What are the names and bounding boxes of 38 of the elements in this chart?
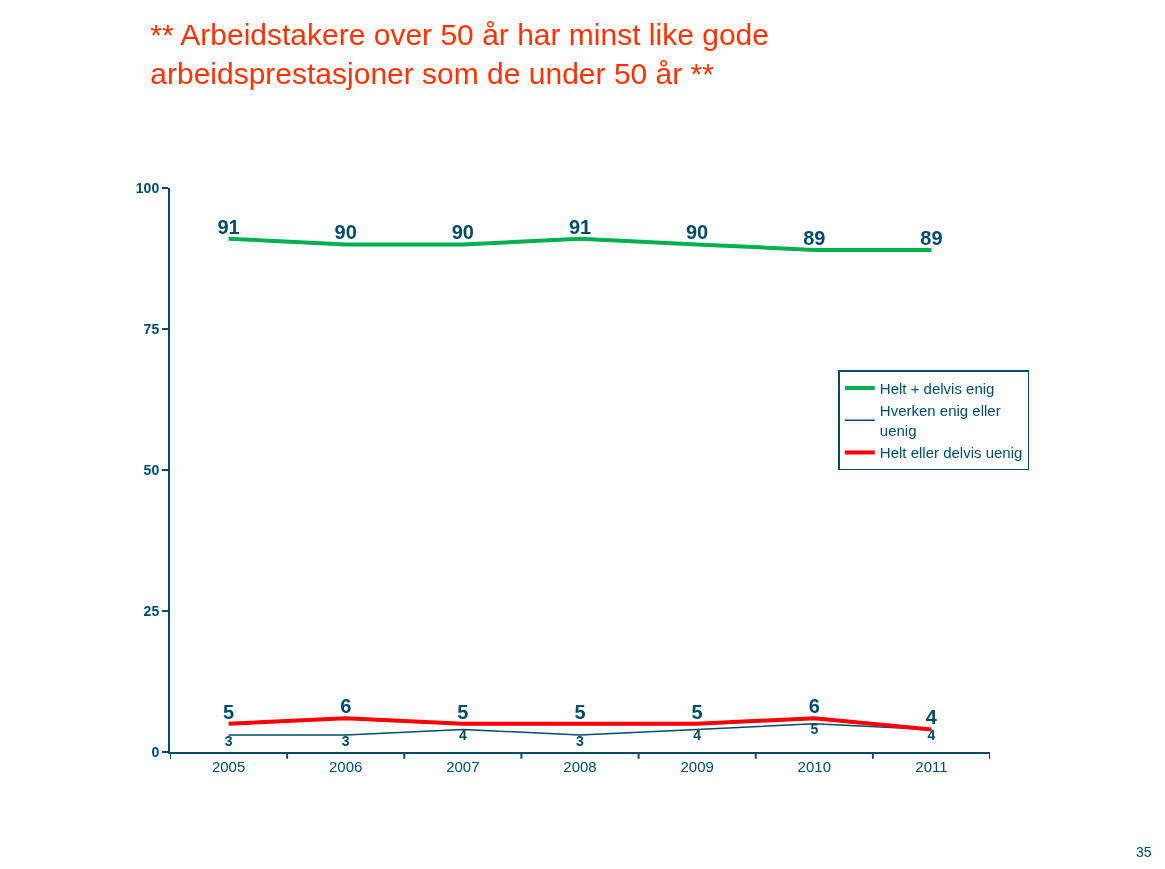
y-tick-label: 75 <box>143 320 160 337</box>
y-tick-label: 50 <box>143 461 160 478</box>
data-label: 90 <box>334 221 357 244</box>
legend-label: Hverken enig eller uenig <box>879 402 1001 439</box>
data-label: 4 <box>927 726 936 743</box>
data-label: 5 <box>691 700 703 723</box>
data-label: 6 <box>808 695 820 718</box>
x-tick-label: 2011 <box>915 758 948 775</box>
x-tick-label: 2007 <box>446 758 480 775</box>
data-label: 3 <box>341 732 350 749</box>
data-label: 4 <box>693 726 702 743</box>
data-label: 89 <box>803 227 826 250</box>
data-label: 91 <box>568 215 592 238</box>
data-label: 91 <box>217 215 240 238</box>
data-label: 4 <box>458 726 467 743</box>
data-label: 3 <box>224 732 233 749</box>
legend-label: Helt + delvis enig <box>879 379 995 397</box>
y-tick-label: 100 <box>135 179 160 196</box>
y-tick-label: 0 <box>151 743 160 760</box>
legend-label: Helt eller delvis uenig <box>879 444 1023 462</box>
x-tick-label: 2006 <box>329 758 363 775</box>
chart-title: ** Arbeidstakere over 50 år har minst like gode arbeidsprestasjoner som de under 50 år ** <box>150 18 769 91</box>
data-label: 6 <box>340 695 352 718</box>
data-label: 90 <box>686 221 709 244</box>
data-label: 3 <box>576 732 585 749</box>
x-tick-label: 2009 <box>680 758 714 775</box>
data-label: 5 <box>574 700 586 723</box>
data-label: 5 <box>223 700 235 723</box>
x-tick-label: 2005 <box>211 758 246 775</box>
data-label: 5 <box>810 721 819 738</box>
data-label: 90 <box>451 221 474 244</box>
x-tick-label: 2010 <box>797 758 831 775</box>
data-label: 4 <box>925 706 938 729</box>
x-tick-label: 2008 <box>563 758 597 775</box>
text: 35 <box>1136 844 1152 860</box>
data-label: 89 <box>920 227 943 250</box>
y-tick-label: 25 <box>143 602 160 619</box>
data-label: 5 <box>457 700 469 723</box>
